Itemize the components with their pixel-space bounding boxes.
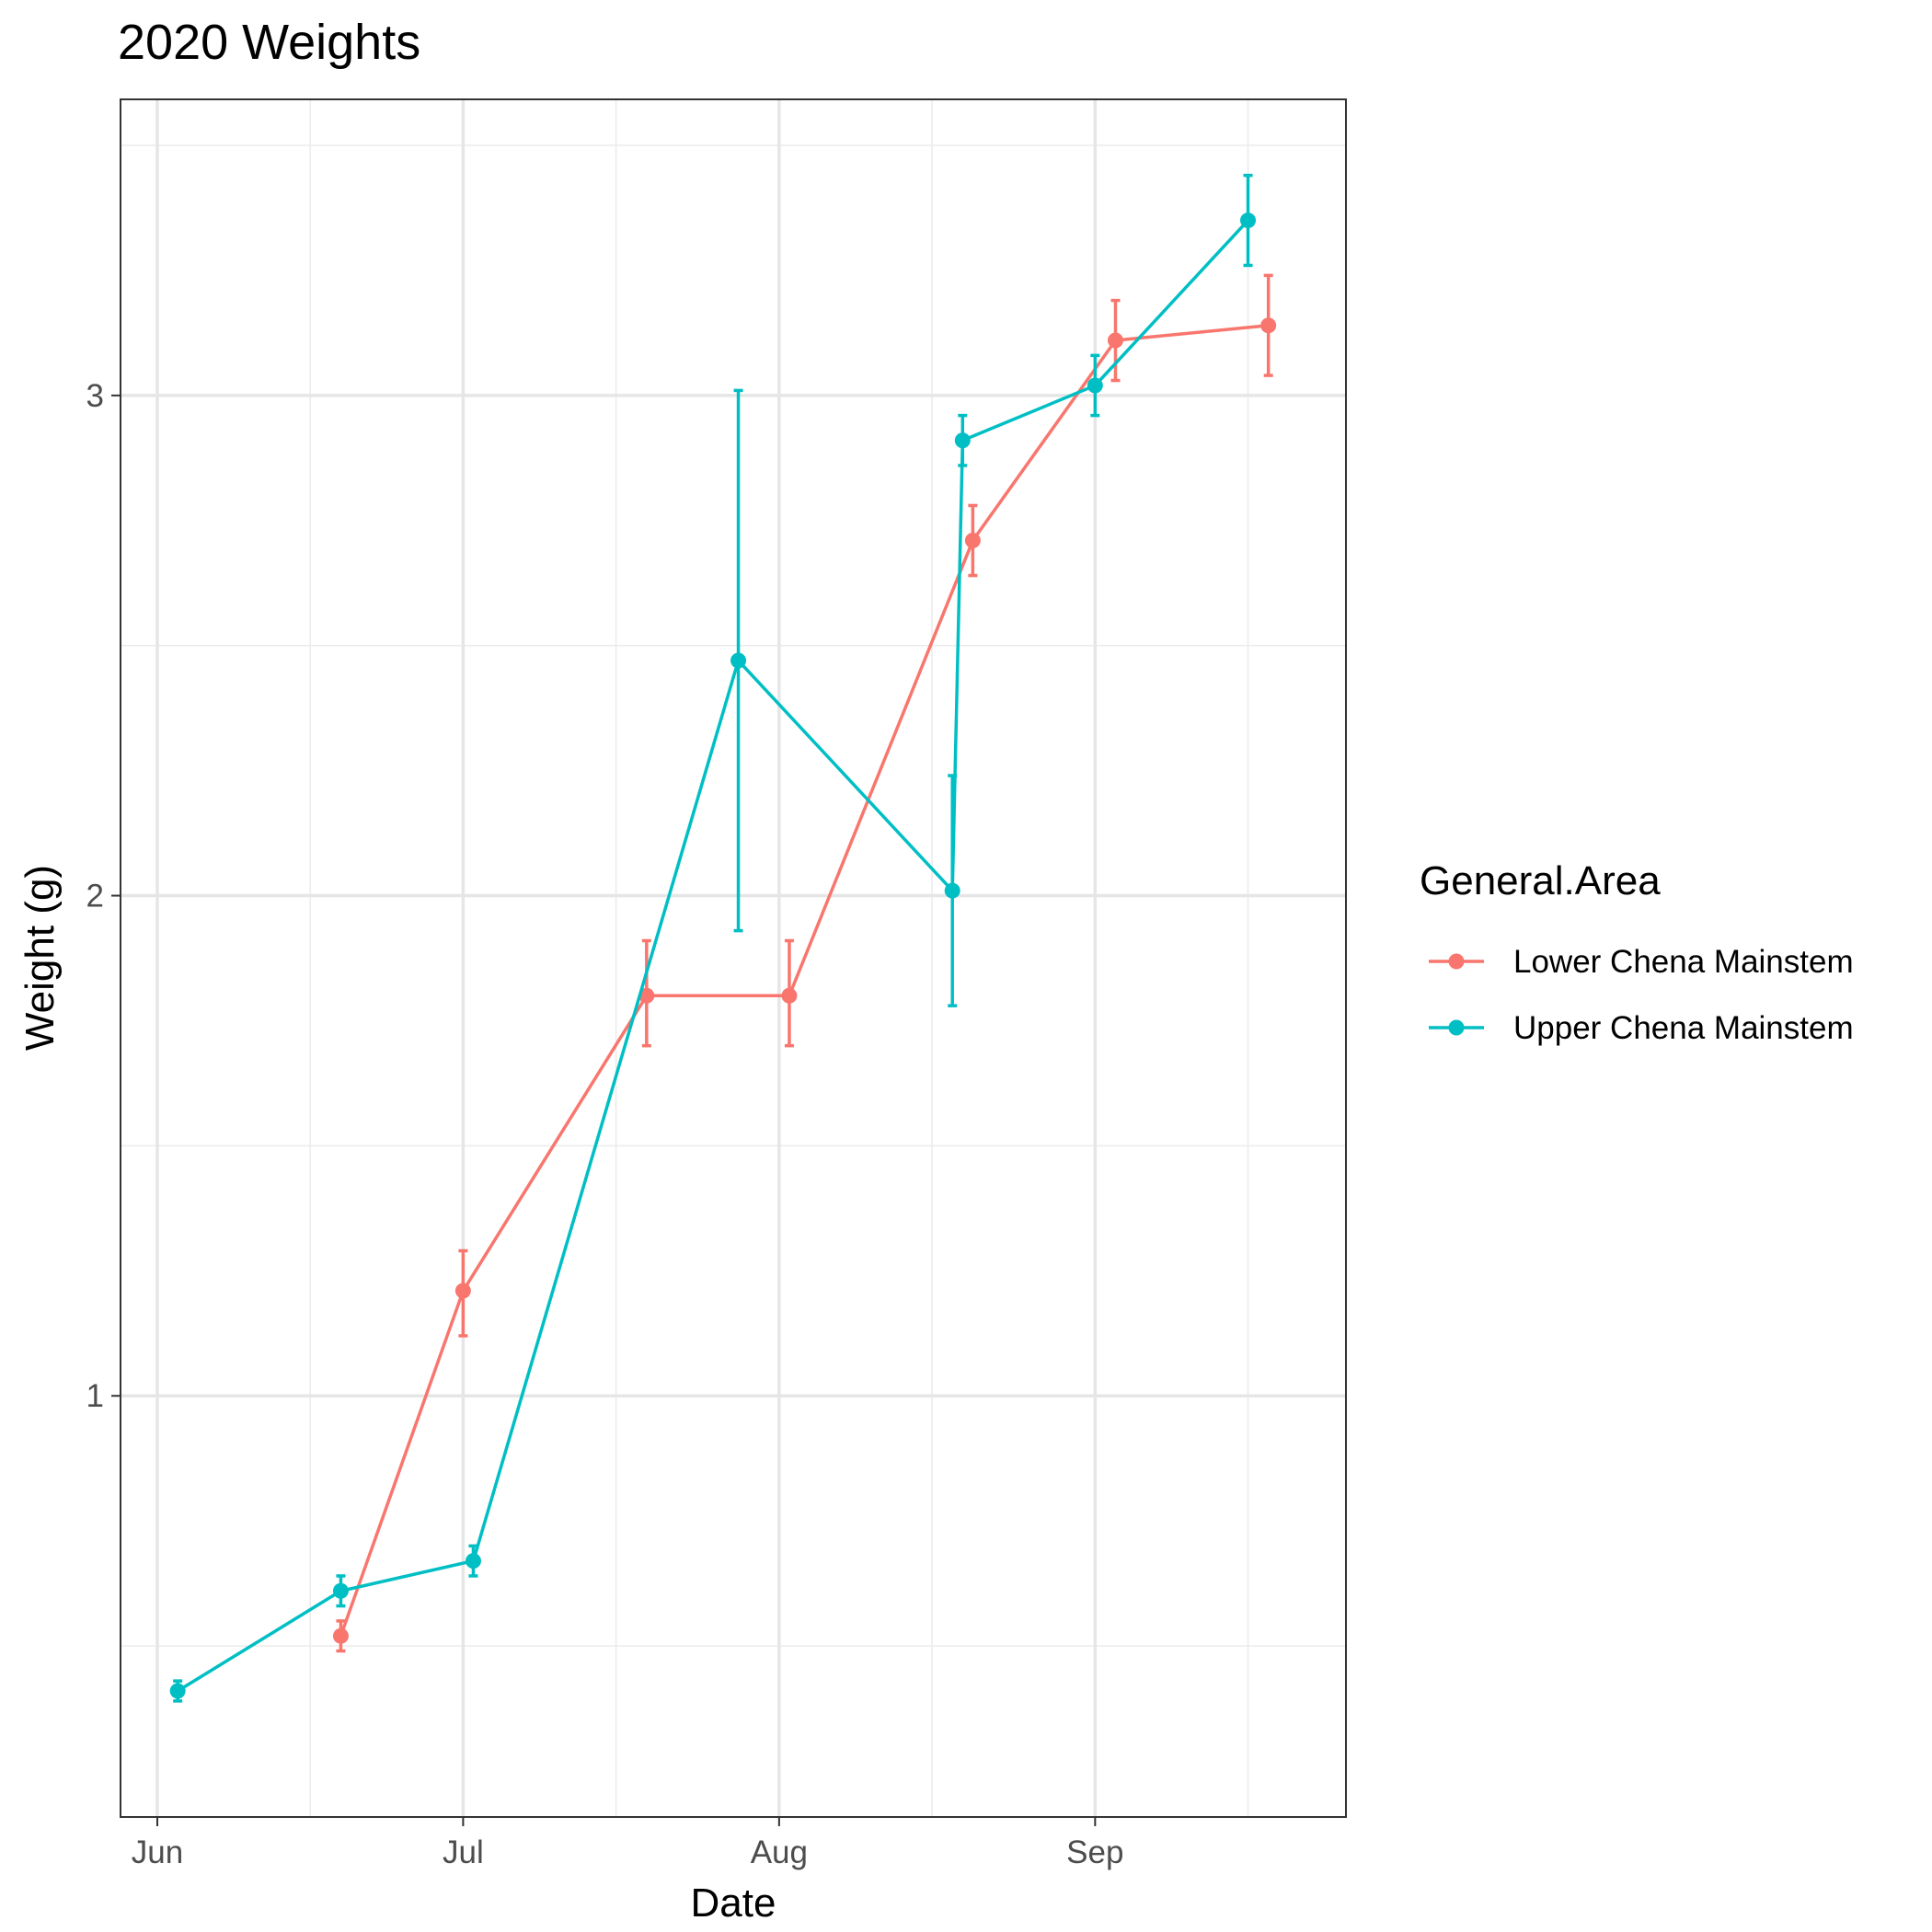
y-axis-ticks: 1 2 3: [86, 378, 121, 1414]
series-line: [177, 219, 1249, 1693]
y-axis-title: Weight (g): [17, 865, 63, 1051]
data-point: [169, 1683, 186, 1699]
series-2: [169, 173, 1257, 1703]
legend-item: Lower Chena Mainstem: [1429, 944, 1854, 980]
x-tick-label: Jul: [443, 1834, 484, 1870]
data-point: [638, 987, 655, 1004]
series-1: [332, 273, 1277, 1653]
data-point: [964, 533, 981, 549]
data-point: [954, 432, 971, 449]
chart-title: 2020 Weights: [118, 15, 420, 70]
y-tick-label: 3: [86, 378, 104, 414]
plot-panel-border: [120, 98, 1347, 1818]
x-axis-ticks: Jun Jul Aug Sep: [132, 1817, 1123, 1870]
data-point: [465, 1553, 481, 1570]
x-axis-title: Date: [691, 1880, 776, 1926]
data-point: [781, 987, 798, 1004]
legend-item: Upper Chena Mainstem: [1429, 1010, 1854, 1046]
x-tick-label: Jun: [132, 1834, 183, 1870]
legend-key-point: [1448, 953, 1465, 970]
data-point: [730, 652, 747, 669]
legend-title: General.Area: [1420, 858, 1661, 903]
data-point: [1107, 332, 1123, 349]
x-tick-label: Aug: [751, 1834, 808, 1870]
grid-lines: [121, 99, 1346, 1817]
data-point: [1260, 317, 1277, 334]
data-point: [1087, 377, 1103, 394]
legend-label: Upper Chena Mainstem: [1513, 1010, 1854, 1046]
data-point: [944, 882, 960, 899]
data-point: [454, 1282, 471, 1299]
series-line: [339, 323, 1269, 1637]
data-point: [332, 1582, 349, 1599]
x-tick-label: Sep: [1066, 1834, 1123, 1870]
legend: General.Area Lower Chena Mainstem Upper C…: [1420, 858, 1854, 1046]
series-layer: [169, 173, 1277, 1703]
data-point: [1240, 213, 1257, 229]
y-tick-label: 2: [86, 879, 104, 914]
y-tick-label: 1: [86, 1378, 104, 1414]
data-point: [332, 1627, 349, 1644]
legend-label: Lower Chena Mainstem: [1513, 944, 1854, 980]
legend-key-point: [1448, 1019, 1465, 1036]
